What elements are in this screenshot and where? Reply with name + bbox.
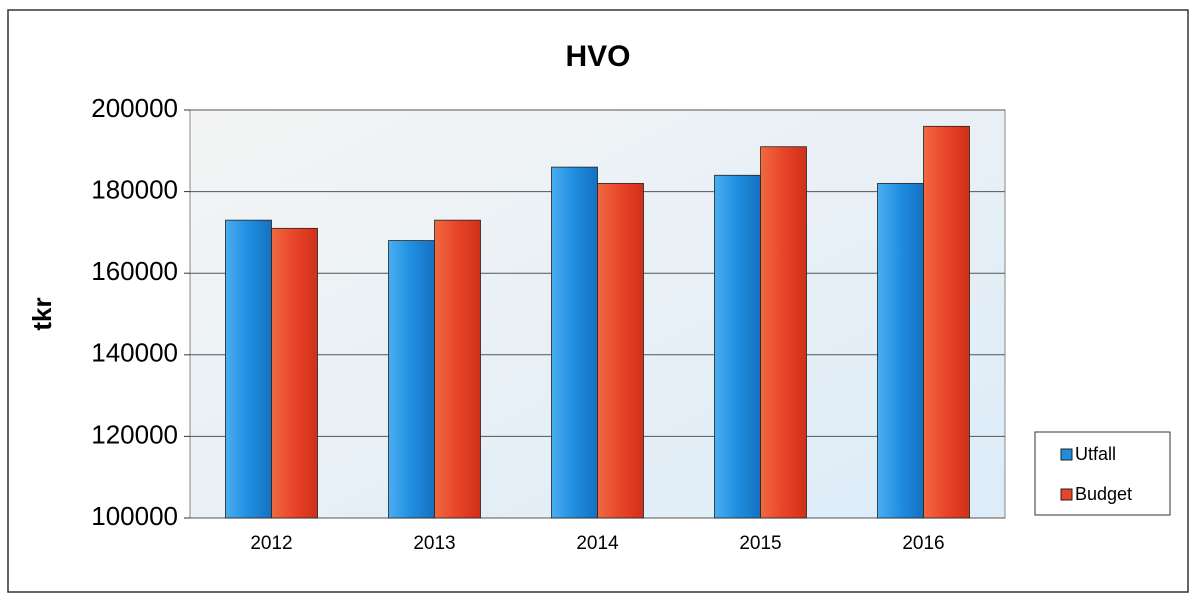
y-tick-label: 100000	[91, 501, 178, 531]
bar	[714, 174, 761, 519]
legend-label: Utfall	[1075, 444, 1116, 464]
y-tick-label: 160000	[91, 256, 178, 286]
legend	[1034, 431, 1171, 516]
y-tick-label: 200000	[91, 93, 178, 123]
x-tick-label: 2013	[413, 533, 455, 554]
y-axis-label: tkr	[27, 297, 57, 330]
y-tick-label: 140000	[91, 338, 178, 368]
legend-swatch	[1060, 488, 1073, 501]
legend-label: Budget	[1075, 484, 1132, 504]
bar	[597, 183, 644, 519]
chart-title: HVO	[565, 40, 630, 73]
legend-swatch	[1060, 448, 1073, 461]
x-tick-label: 2012	[250, 533, 292, 554]
x-tick-label: 2014	[576, 533, 619, 554]
frame	[7, 9, 1189, 593]
y-tick-label: 180000	[91, 174, 178, 204]
bar	[388, 240, 435, 519]
bar	[434, 219, 481, 519]
bar	[225, 219, 272, 519]
y-tick-label: 120000	[91, 419, 178, 449]
bar	[271, 227, 318, 519]
bar	[877, 183, 924, 519]
bar	[923, 125, 970, 519]
x-tick-label: 2016	[902, 533, 944, 554]
bar	[760, 146, 807, 519]
bar	[551, 166, 598, 519]
x-tick-label: 2015	[739, 533, 781, 554]
